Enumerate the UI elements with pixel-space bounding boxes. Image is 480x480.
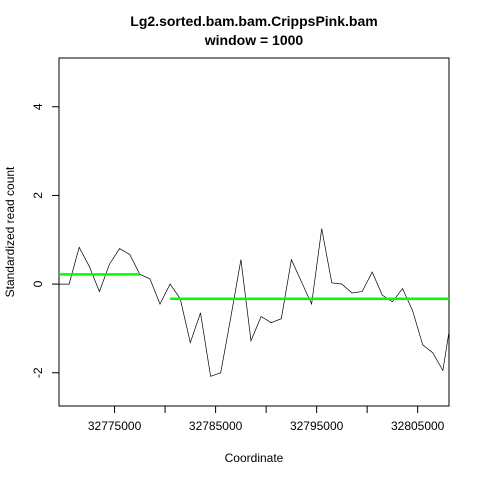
y-tick-label: -2: [31, 367, 45, 378]
x-tick-label: 32795000: [290, 419, 344, 433]
y-axis-label: Standardized read count: [3, 166, 17, 297]
segment-layer: [59, 273, 449, 300]
y-axis: -2 0 2 4: [31, 103, 59, 378]
series-layer: [59, 228, 449, 377]
y-tick-label: 4: [31, 103, 45, 110]
x-axis-label: Coordinate: [225, 451, 284, 465]
x-tick-label: 32785000: [189, 419, 243, 433]
chart-subtitle: window = 1000: [204, 32, 304, 48]
x-axis: 32775000 32785000 32795000 32805000: [88, 406, 445, 433]
y-tick-label: 0: [31, 280, 45, 287]
chart-title: Lg2.sorted.bam.bam.CrippsPink.bam: [130, 13, 377, 29]
x-tick-label: 32805000: [391, 419, 445, 433]
y-tick-label: 2: [31, 192, 45, 199]
x-tick-label: 32775000: [88, 419, 142, 433]
plot-area-frame: [58, 57, 450, 407]
series-line: [59, 228, 449, 377]
